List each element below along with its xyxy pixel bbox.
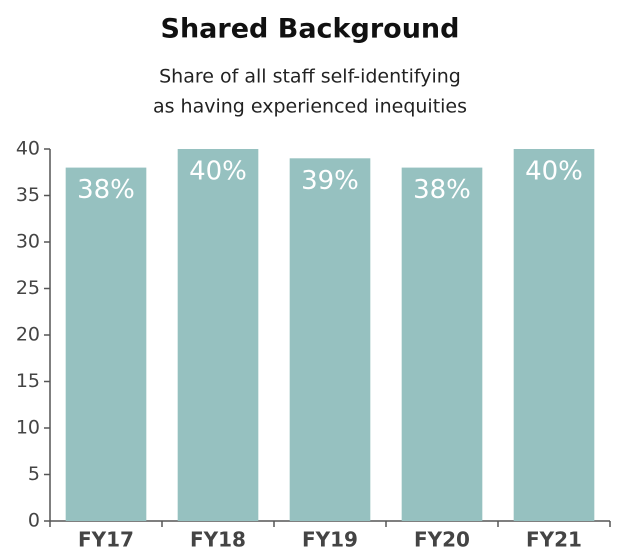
value-label: 38% [77, 175, 135, 205]
y-tick-label: 35 [16, 184, 40, 206]
bar [177, 149, 259, 521]
y-tick-label: 5 [28, 463, 40, 485]
x-tick-label: FY20 [414, 528, 470, 552]
chart-title: Shared Background [161, 14, 460, 45]
bar [289, 158, 371, 522]
value-label: 39% [301, 166, 359, 196]
y-tick-label: 30 [16, 231, 40, 253]
value-label: 40% [189, 157, 247, 187]
y-tick-label: 40 [16, 138, 40, 160]
chart-subtitle: Share of all staff self-identifying [159, 66, 461, 88]
y-tick-label: 10 [16, 417, 40, 439]
x-tick-label: FY21 [526, 528, 582, 552]
value-label: 38% [413, 175, 471, 205]
chart-subtitle: as having experienced inequities [153, 96, 467, 118]
value-label: 40% [525, 157, 583, 187]
x-tick-label: FY18 [190, 528, 246, 552]
bar [513, 149, 595, 521]
y-tick-label: 0 [28, 510, 40, 532]
y-tick-label: 25 [16, 277, 40, 299]
bar [401, 167, 483, 521]
y-tick-label: 20 [16, 324, 40, 346]
y-tick-label: 15 [16, 370, 40, 392]
x-tick-label: FY17 [78, 528, 134, 552]
x-tick-label: FY19 [302, 528, 358, 552]
bar [65, 167, 147, 521]
